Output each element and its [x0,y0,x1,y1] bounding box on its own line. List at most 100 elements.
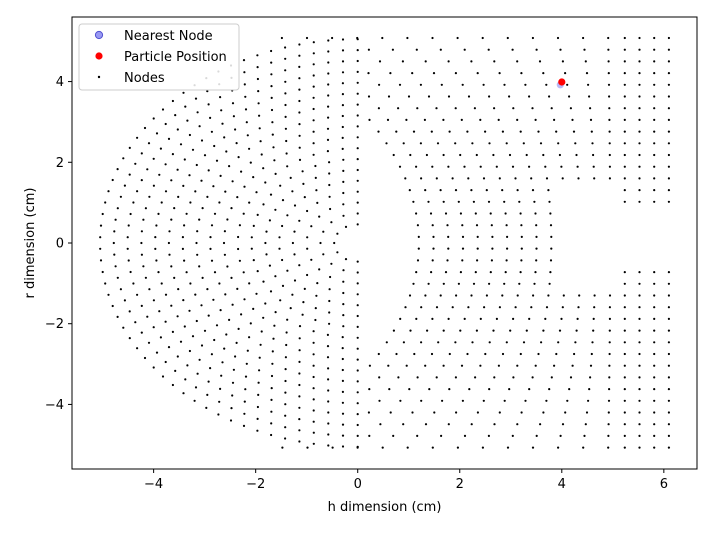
node-point [608,352,611,356]
node-point [548,388,551,391]
node-point [248,147,251,150]
node-point [653,107,656,110]
node-point [183,259,186,262]
node-point [503,200,506,203]
node-point [463,434,467,437]
node-point [219,174,222,177]
node-point [484,130,487,133]
node-point [271,121,274,124]
node-point [653,118,656,121]
node-point [476,247,479,250]
node-point [356,49,359,52]
node-point [398,83,402,86]
node-point [520,259,523,262]
node-point [470,60,473,63]
node-point [432,72,436,75]
node-point [592,317,595,320]
node-point [416,107,419,110]
node-point [442,118,445,121]
node-point [489,271,492,274]
node-point [392,329,395,332]
node-point [177,288,180,291]
node-point [549,224,553,227]
legend-label-particle-position: Particle Position [124,50,227,65]
node-point [534,364,537,367]
node-point [281,199,285,202]
node-point [454,376,457,379]
node-point [427,95,431,98]
node-point [212,298,215,301]
node-point [224,190,227,193]
node-point [558,329,562,332]
node-point [312,142,315,145]
node-point [140,230,143,233]
node-point [459,212,462,215]
node-point [344,258,348,261]
node-point [584,60,587,63]
node-point [217,413,220,416]
node-point [535,259,538,262]
node-point [504,271,507,274]
node-point [274,172,277,175]
node-point [638,142,641,145]
node-point [147,341,151,344]
node-point [498,177,501,180]
node-point [223,136,226,139]
node-point [607,399,611,402]
node-point [638,317,641,320]
node-point [404,177,407,180]
node-point [506,446,510,449]
node-point [430,130,433,133]
node-point [582,36,585,40]
node-point [498,306,501,309]
node-point [303,196,306,199]
node-point [608,130,611,133]
node-point [341,336,344,339]
node-point [572,130,576,133]
node-point [257,381,260,384]
node-point [188,349,191,353]
node-point [415,48,418,51]
node-point [667,60,671,63]
node-point [341,379,344,382]
node-point [356,81,359,84]
node-point [427,282,430,285]
node-point [378,399,381,402]
node-point [231,102,235,105]
node-point [534,271,537,274]
node-point [454,189,458,192]
node-point [535,48,538,51]
node-point [582,446,585,449]
node-point [535,247,538,250]
node-point [589,376,592,379]
node-point [638,364,641,367]
node-point [483,306,486,309]
node-point [279,299,282,302]
node-point [638,271,641,274]
node-point [667,95,671,98]
node-point [136,190,139,193]
node-point [284,69,287,72]
node-point [461,399,464,402]
node-point [558,153,562,157]
node-point [667,341,671,344]
node-point [653,130,656,133]
node-point [470,189,473,192]
node-point [250,236,253,239]
node-point [356,369,359,372]
node-point [467,95,471,98]
node-point [224,293,227,296]
node-point [470,294,473,297]
node-point [129,270,132,274]
node-point [497,118,500,121]
node-point [473,107,476,110]
node-point [327,389,330,392]
node-point [220,374,223,377]
node-point [667,317,671,320]
nodes-layer [99,36,671,449]
node-point [104,282,107,285]
node-point [134,162,137,165]
node-point [107,190,110,193]
node-point [608,142,611,145]
node-point [638,200,641,203]
